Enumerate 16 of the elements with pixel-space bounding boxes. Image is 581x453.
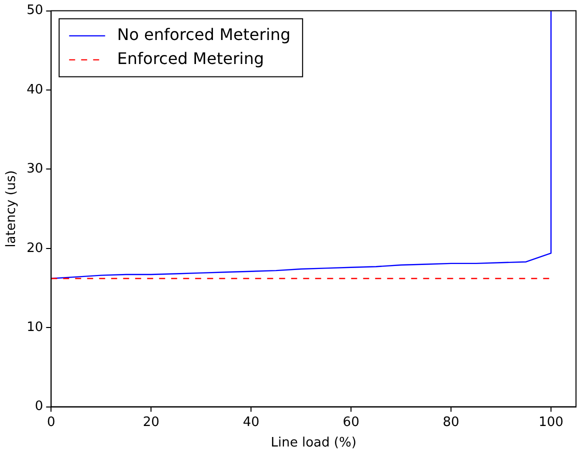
y-tick-label: 30 [26, 162, 44, 177]
y-axis-title: latency (us) [4, 170, 20, 248]
y-tick-label: 20 [26, 240, 44, 256]
y-tick-label: 40 [26, 82, 44, 98]
x-tick-label: 40 [242, 414, 260, 430]
x-tick-label: 80 [442, 414, 460, 430]
y-tick-label: 10 [26, 320, 44, 335]
y-tick-label: 50 [26, 3, 44, 18]
x-tick-label: 20 [142, 414, 160, 430]
x-tick-label: 100 [538, 414, 564, 430]
legend-label: Enforced Metering [117, 48, 264, 68]
legend-label: No enforced Metering [117, 24, 291, 44]
y-tick-label: 0 [34, 399, 44, 414]
x-axis-title: Line load (%) [270, 436, 356, 451]
x-tick-label: 0 [47, 414, 56, 430]
x-tick-label: 60 [342, 414, 360, 430]
